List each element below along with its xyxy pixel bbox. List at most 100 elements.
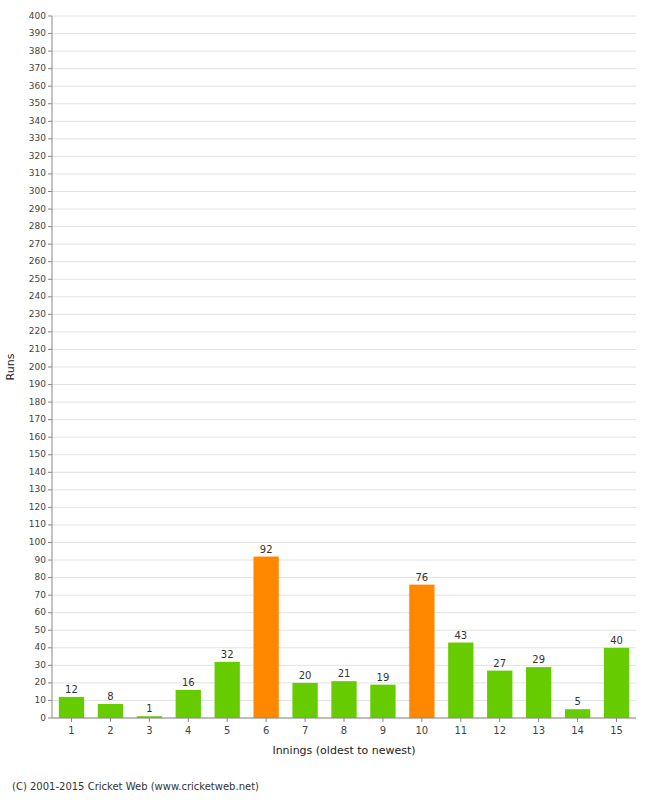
grid-line xyxy=(52,560,636,561)
y-tick-label: 200 xyxy=(29,362,46,372)
y-tick-label: 20 xyxy=(35,677,47,687)
y-tick xyxy=(48,682,52,683)
y-tick xyxy=(48,209,52,210)
grid-line xyxy=(52,542,636,543)
data-label: 5 xyxy=(574,696,580,707)
grid-line xyxy=(52,454,636,455)
x-axis-label: Innings (oldest to newest) xyxy=(272,744,415,757)
x-tick-label: 9 xyxy=(380,725,386,736)
bar xyxy=(331,681,356,718)
x-tick-label: 10 xyxy=(415,725,428,736)
x-tick xyxy=(305,718,306,722)
y-tick xyxy=(48,86,52,87)
y-tick-label: 130 xyxy=(29,484,46,494)
y-tick-label: 0 xyxy=(40,713,46,723)
y-tick-label: 140 xyxy=(29,467,46,477)
bar xyxy=(215,662,240,718)
grid-line xyxy=(52,331,636,332)
y-tick xyxy=(48,665,52,666)
x-tick xyxy=(266,718,267,722)
x-tick xyxy=(227,718,228,722)
y-tick-label: 390 xyxy=(29,28,46,38)
footer: (C) 2001-2015 Cricket Web (www.cricketwe… xyxy=(12,781,259,792)
y-tick xyxy=(48,121,52,122)
y-tick-label: 120 xyxy=(29,502,46,512)
data-label: 20 xyxy=(299,670,312,681)
grid-line xyxy=(52,16,636,17)
y-tick xyxy=(48,173,52,174)
y-ticks: 0102030405060708090100110120130140150160… xyxy=(29,11,52,723)
x-tick xyxy=(110,718,111,722)
bar xyxy=(487,671,512,718)
y-tick-label: 400 xyxy=(29,11,46,21)
y-tick xyxy=(48,524,52,525)
x-tick xyxy=(71,718,72,722)
y-tick xyxy=(48,507,52,508)
x-tick-label: 8 xyxy=(341,725,347,736)
y-axis-line xyxy=(52,16,53,718)
grid-line xyxy=(52,630,636,631)
y-tick xyxy=(48,718,52,719)
grid-line xyxy=(52,138,636,139)
x-tick xyxy=(421,718,422,722)
y-tick-label: 40 xyxy=(35,642,47,652)
y-tick-label: 50 xyxy=(35,625,47,635)
y-tick-label: 80 xyxy=(35,572,47,582)
y-tick-label: 150 xyxy=(29,449,46,459)
x-tick xyxy=(499,718,500,722)
y-tick xyxy=(48,68,52,69)
grid-line xyxy=(52,191,636,192)
y-tick xyxy=(48,51,52,52)
x-tick xyxy=(538,718,539,722)
grid-line xyxy=(52,156,636,157)
y-tick-label: 160 xyxy=(29,432,46,442)
y-tick xyxy=(48,489,52,490)
grid-line xyxy=(52,489,636,490)
data-label: 27 xyxy=(493,658,506,669)
grid-line xyxy=(52,314,636,315)
bar xyxy=(98,704,123,718)
y-tick xyxy=(48,103,52,104)
bar xyxy=(409,585,434,718)
x-tick-label: 7 xyxy=(302,725,308,736)
y-tick-label: 170 xyxy=(29,414,46,424)
x-tick-label: 1 xyxy=(68,725,74,736)
y-tick xyxy=(48,16,52,17)
y-tick xyxy=(48,419,52,420)
x-tick-label: 6 xyxy=(263,725,269,736)
y-tick-label: 350 xyxy=(29,98,46,108)
x-tick-label: 12 xyxy=(493,725,506,736)
y-grid xyxy=(52,16,636,718)
bar xyxy=(448,643,473,718)
x-tick-label: 11 xyxy=(454,725,467,736)
y-tick xyxy=(48,331,52,332)
data-label: 1 xyxy=(146,703,152,714)
data-label: 40 xyxy=(610,635,623,646)
grid-line xyxy=(52,121,636,122)
y-tick xyxy=(48,279,52,280)
y-tick xyxy=(48,700,52,701)
grid-line xyxy=(52,524,636,525)
y-tick xyxy=(48,191,52,192)
x-ticks: 123456789101112131415 xyxy=(68,718,623,736)
y-tick-label: 210 xyxy=(29,344,46,354)
grid-line xyxy=(52,577,636,578)
y-tick-label: 100 xyxy=(29,537,46,547)
y-tick xyxy=(48,261,52,262)
grid-line xyxy=(52,86,636,87)
grid-line xyxy=(52,51,636,52)
grid-line xyxy=(52,612,636,613)
grid-line xyxy=(52,437,636,438)
x-tick xyxy=(344,718,345,722)
y-tick-label: 330 xyxy=(29,133,46,143)
y-tick-label: 260 xyxy=(29,256,46,266)
y-tick xyxy=(48,454,52,455)
bar xyxy=(253,557,278,718)
x-tick xyxy=(382,718,383,722)
data-label: 43 xyxy=(454,630,467,641)
x-tick-label: 13 xyxy=(532,725,545,736)
y-tick-label: 240 xyxy=(29,291,46,301)
data-label: 76 xyxy=(415,572,428,583)
y-tick xyxy=(48,647,52,648)
y-tick xyxy=(48,472,52,473)
